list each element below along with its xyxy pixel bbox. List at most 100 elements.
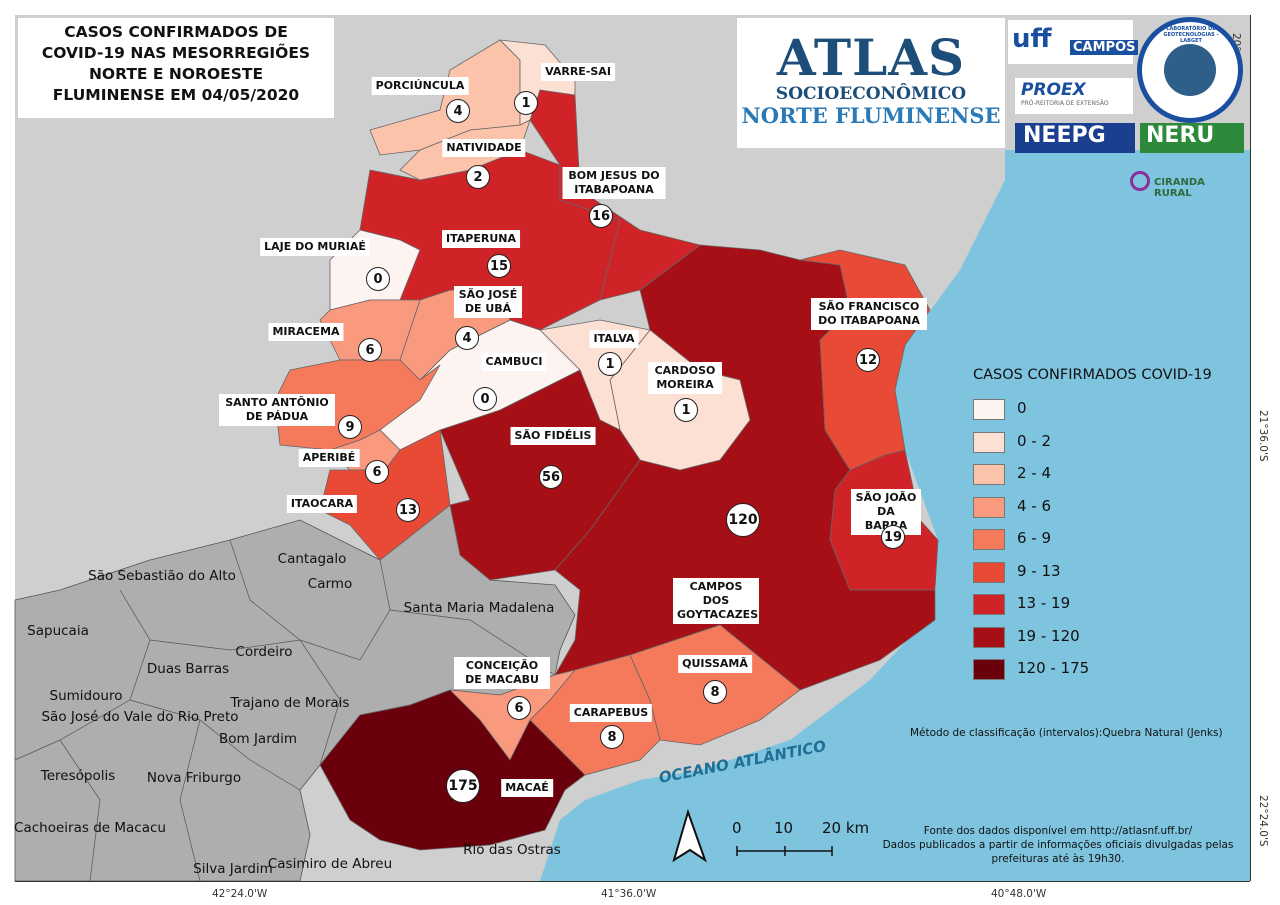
label-porciuncula: PORCIÚNCULA (371, 77, 469, 95)
case-count-marker: 0 (473, 387, 497, 411)
case-count-marker: 1 (598, 352, 622, 376)
sea-area (540, 150, 1250, 881)
case-count-marker: 16 (589, 204, 613, 228)
legend-swatch (973, 399, 1005, 420)
place-label: Rio das Ostras (463, 842, 561, 858)
case-count-marker: 6 (365, 460, 389, 484)
coord-bottom-1: 42°24.0'W (212, 888, 268, 900)
label-cambuci: CAMBUCI (481, 353, 547, 371)
case-count-marker: 13 (396, 498, 420, 522)
label-bom-jesus-do-itabapoana: BOM JESUS DO ITABAPOANA (562, 167, 666, 199)
coord-right-3: 22°24.0'S (1257, 795, 1269, 847)
legend-label: 120 - 175 (1017, 659, 1090, 677)
place-label: Casimiro de Abreu (267, 856, 393, 872)
polygon-macae (319, 689, 586, 851)
polygon-santo-antonio-de-padua (274, 359, 441, 451)
legend-swatch (973, 626, 1005, 648)
place-label: Santa Maria Madalena (403, 600, 555, 616)
north-arrow (672, 808, 707, 863)
label-sao-fidelis: SÃO FIDÉLIS (510, 427, 596, 445)
legend-label: 19 - 120 (1017, 626, 1080, 645)
case-count-marker: 120 (726, 503, 760, 537)
case-count-marker: 12 (856, 348, 880, 372)
label-conceicao-de-macabu: CONCEIÇÃO DE MACABU (454, 657, 550, 689)
label-santo-antonio-de-padua: SANTO ANTÔNIO DE PÁDUA (219, 394, 335, 426)
place-label: Nova Friburgo (146, 770, 242, 786)
legend-swatch (973, 464, 1005, 485)
coord-bottom-3: 40°48.0'W (991, 888, 1047, 900)
label-sao-jose-de-uba: SÃO JOSÉ DE UBÁ (454, 286, 522, 318)
region-other-municipalities (14, 499, 576, 882)
case-count-marker: 15 (487, 254, 511, 278)
case-count-marker: 6 (507, 696, 531, 720)
label-itaperuna: ITAPERUNA (442, 230, 520, 248)
label-itaocara: ITAOCARA (286, 495, 358, 513)
case-count-marker: 4 (455, 326, 479, 350)
label-italva: ITALVA (589, 330, 639, 348)
case-count-marker: 9 (338, 415, 362, 439)
case-count-marker: 175 (446, 769, 480, 803)
legend-label: 2 - 4 (1017, 464, 1052, 482)
scale-bar (736, 846, 833, 856)
scale-label-0: 0 (732, 819, 742, 837)
label-miracema: MIRACEMA (268, 323, 344, 341)
legend-label: 4 - 6 (1017, 496, 1052, 515)
case-count-marker: 0 (366, 267, 390, 291)
legend-swatch (973, 496, 1005, 518)
case-count-marker: 6 (358, 338, 382, 362)
uff-campos-logo: uff CAMPOS (1008, 20, 1139, 64)
place-label: Bom Jardim (218, 731, 298, 747)
label-campos-dos-goytacazes: CAMPOS DOS GOYTACAZES (673, 578, 759, 624)
case-count-marker: 56 (539, 465, 563, 489)
case-count-marker: 1 (514, 91, 538, 115)
classification-method: Método de classificação (intervalos):Que… (910, 727, 1223, 739)
case-count-marker: 1 (674, 398, 698, 422)
scale-label-20: 20 km (822, 819, 870, 837)
label-varre-sai: VARRE-SAI (541, 63, 615, 81)
place-label: Carmo (307, 576, 353, 592)
labget-logo: LABORATÓRIO DE GEOTECNOLOGIAS - LABGET (1137, 17, 1243, 123)
legend-label: 13 - 19 (1017, 594, 1071, 612)
place-label: Sumidouro (49, 688, 123, 704)
gray-boundaries (14, 539, 556, 882)
label-natividade: NATIVIDADE (442, 139, 526, 157)
place-label: São Sebastião do Alto (88, 568, 236, 584)
scale-label-10: 10 (774, 819, 794, 837)
place-label: Cantagalo (277, 551, 347, 567)
legend-swatch (973, 659, 1005, 680)
coord-right-2: 21°36.0'S (1257, 410, 1269, 462)
proex-logo: PROEX PRÓ-REITORIA DE EXTENSÃO (1015, 78, 1133, 114)
case-count-marker: 2 (466, 165, 490, 189)
polygon-varre-sai (498, 39, 576, 126)
place-label: Sapucaia (27, 623, 89, 639)
legend-label: 6 - 9 (1017, 529, 1052, 547)
case-count-marker: 8 (703, 680, 727, 704)
label-laje-do-muriae: LAJE DO MURIAÉ (260, 238, 370, 256)
legend-label: 9 - 13 (1017, 561, 1061, 580)
legend-swatch (973, 529, 1005, 550)
neepg-logo: NEEPG (1015, 123, 1135, 153)
place-label: Cachoeiras de Macacu (14, 820, 166, 836)
place-label: Silva Jardim (193, 861, 273, 877)
label-carapebus: CARAPEBUS (569, 704, 653, 722)
neru-logo: NERU (1140, 123, 1244, 153)
map-title: CASOS CONFIRMADOS DE COVID-19 NAS MESORRE… (18, 18, 334, 118)
case-count-marker: 8 (600, 725, 624, 749)
ciranda-rural-logo: CIRANDA RURAL (1128, 165, 1238, 210)
place-label: Teresópolis (40, 768, 116, 784)
legend-swatch (973, 594, 1005, 615)
label-sao-francisco-do-itabapoana: SÃO FRANCISCO DO ITABAPOANA (811, 298, 927, 330)
map-frame-bottom (15, 881, 1250, 882)
atlas-logo: ATLAS SOCIOECONÔMICO NORTE FLUMINENSE (737, 18, 1005, 148)
label-quissama: QUISSAMÃ (678, 655, 752, 673)
legend-title: CASOS CONFIRMADOS COVID-19 (973, 367, 1212, 383)
label-aperibe: APERIBÉ (298, 449, 360, 467)
map-frame-right (1250, 15, 1251, 881)
place-label: Trajano de Morais (230, 695, 350, 711)
legend-label: 0 - 2 (1017, 431, 1052, 450)
legend-label: 0 (1017, 399, 1027, 417)
coord-bottom-2: 41°36.0'W (601, 888, 657, 900)
case-count-marker: 19 (881, 525, 905, 549)
place-label: Duas Barras (146, 661, 230, 677)
